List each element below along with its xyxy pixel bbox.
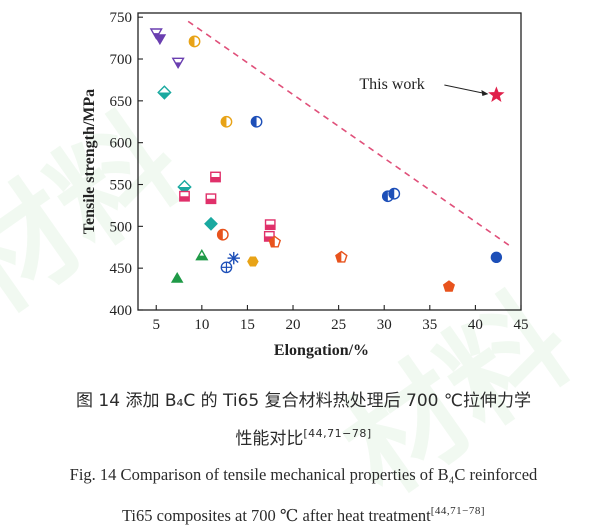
data-point-square-half: [205, 193, 217, 205]
x-tick-label: 20: [286, 317, 301, 333]
tensile-scatter-chart: 5 10 15 20 25 30 35 40 45 400 450 500 550 600 650 700 75…: [81, 10, 529, 359]
data-point-square-half: [179, 190, 190, 202]
y-tick-label: 750: [110, 10, 133, 26]
x-tick-label: 45: [514, 317, 529, 333]
y-tick-label: 500: [110, 219, 133, 235]
y-tick-label: 400: [110, 303, 133, 319]
data-point-square-half: [210, 171, 221, 183]
x-tick-label: 35: [422, 317, 437, 333]
y-tick-label: 600: [110, 136, 133, 152]
x-tick-label: 5: [152, 317, 160, 333]
data-point-circle-cross: [220, 261, 233, 274]
trend-line: [187, 20, 513, 248]
caption-zh-line2: 性能对比[44,71−78]: [0, 424, 607, 449]
data-point-pentagon-half: [268, 235, 282, 248]
x-tick-label: 15: [240, 317, 255, 333]
caption-en-line2: Ti65 composites at 700 ℃ after heat trea…: [0, 505, 607, 526]
annotation-arrowhead: [481, 89, 489, 96]
data-point-circle-half: [250, 115, 263, 128]
annotation-arrow: [444, 84, 488, 95]
data-point-triangle: [170, 272, 184, 283]
data-point-circle-half: [220, 115, 233, 128]
data-point-star: [488, 86, 505, 102]
caption-zh-line2-text: 性能对比: [235, 429, 304, 449]
data-point-circle-half: [188, 35, 201, 48]
data-point-tri-down-half: [171, 57, 185, 70]
x-tick-label: 40: [468, 317, 483, 333]
data-point-hexagon: [247, 256, 259, 267]
caption-zh-ref: [44,71−78]: [303, 427, 372, 440]
caption-en-line1-text: Fig. 14 Comparison of tensile mechanical…: [69, 465, 538, 484]
data-point-triangle-half: [195, 248, 209, 261]
plot-frame: [137, 12, 522, 311]
caption-zh-line1: 图 14 添加 B₄C 的 Ti65 复合材料热处理后 700 ℃拉伸力学: [0, 386, 607, 411]
x-tick-label: 30: [377, 317, 392, 333]
y-tick-label: 450: [110, 261, 133, 277]
caption-zh-line1-text: 图 14 添加 B₄C 的 Ti65 复合材料热处理后 700 ℃拉伸力学: [76, 391, 531, 411]
data-point-circle: [490, 251, 503, 263]
data-point-diamond-half: [157, 85, 172, 100]
data-point-circle-half: [388, 187, 401, 200]
data-point-pentagon-half: [335, 250, 348, 263]
data-point-circle-half: [216, 228, 229, 241]
caption-en-line1: Fig. 14 Comparison of tensile mechanical…: [0, 465, 607, 485]
y-axis-label: Tensile strength/MPa: [81, 89, 98, 234]
data-point-square-half: [264, 219, 276, 231]
annotation-label: This work: [359, 76, 424, 93]
y-tick-label: 650: [110, 94, 133, 110]
y-tick-label: 700: [110, 52, 133, 68]
caption-en-ref: [44,71−78]: [430, 505, 486, 517]
x-tick-label: 10: [194, 317, 209, 333]
data-point-diamond: [204, 216, 218, 231]
x-tick-label: 25: [331, 317, 346, 333]
caption-en-line2-text: Ti65 composites at 700 ℃ after heat trea…: [121, 506, 431, 525]
data-point-pentagon: [442, 280, 455, 292]
data-point-asterisk: [227, 251, 240, 265]
data-point-tri-down: [153, 34, 167, 46]
x-axis-label: Elongation/%: [274, 342, 369, 359]
y-tick-label: 550: [110, 178, 133, 194]
